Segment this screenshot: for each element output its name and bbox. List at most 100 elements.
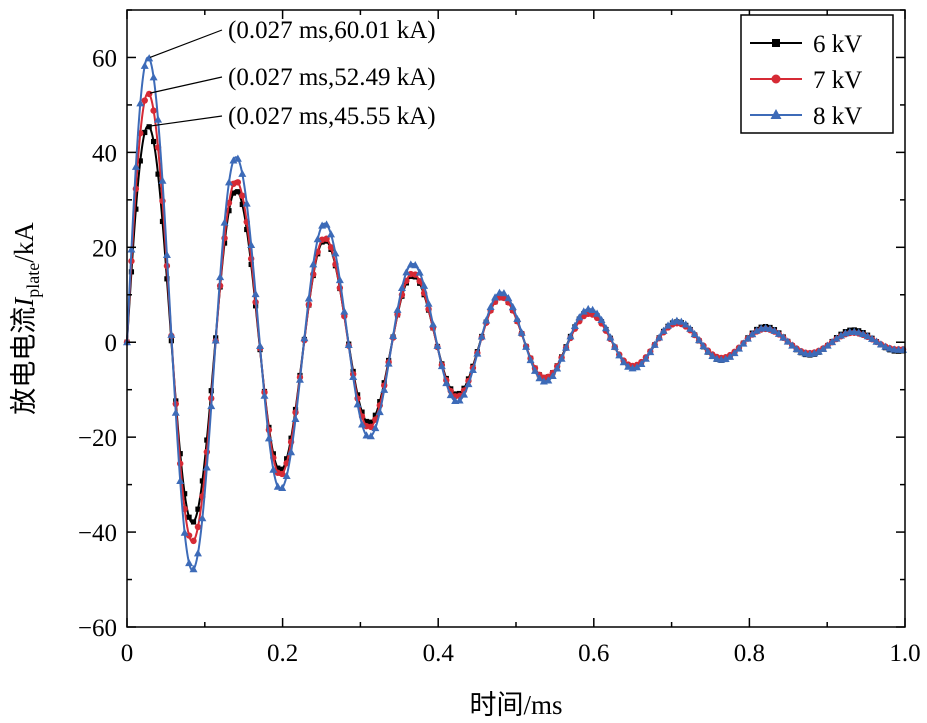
- data-point: [131, 162, 140, 170]
- data-point: [575, 313, 584, 321]
- data-point: [150, 107, 157, 114]
- legend-marker: [771, 74, 781, 84]
- data-point: [389, 331, 398, 340]
- data-point: [327, 244, 335, 251]
- data-point: [397, 283, 406, 291]
- legend-label: 6 kV: [813, 31, 862, 58]
- data-point: [199, 478, 205, 484]
- data-point: [375, 407, 384, 416]
- data-point: [770, 326, 779, 334]
- data-point: [814, 347, 823, 355]
- x-tick-label: 0: [121, 640, 134, 667]
- data-point: [256, 341, 265, 350]
- data-point: [477, 332, 486, 340]
- peak-annotation: (0.027 ms,60.01 kA): [149, 17, 436, 58]
- data-point: [748, 329, 757, 338]
- data-point: [504, 294, 513, 302]
- data-point: [190, 519, 197, 525]
- data-point: [300, 334, 309, 342]
- data-point: [677, 317, 686, 325]
- data-point: [526, 355, 535, 364]
- data-point: [593, 309, 602, 317]
- data-point: [349, 372, 358, 380]
- x-tick-label: 0.8: [734, 640, 765, 667]
- data-point: [287, 448, 296, 456]
- data-point: [553, 364, 562, 372]
- data-point: [275, 465, 281, 471]
- data-point: [774, 329, 783, 337]
- data-point: [610, 342, 619, 350]
- data-point: [597, 315, 606, 324]
- y-tick-label: 0: [105, 330, 118, 357]
- y-tick-label: 60: [92, 45, 117, 72]
- data-point: [353, 400, 362, 408]
- data-point: [190, 537, 197, 545]
- data-point: [664, 321, 673, 329]
- x-tick-label: 0.6: [578, 640, 609, 667]
- data-point: [881, 342, 890, 350]
- data-point: [446, 390, 455, 399]
- data-point: [650, 340, 659, 348]
- peak-annotation: (0.027 ms,52.49 kA): [149, 64, 436, 94]
- data-point: [193, 549, 202, 557]
- data-point: [233, 154, 242, 162]
- data-point: [517, 328, 526, 336]
- data-point: [659, 326, 668, 334]
- data-point: [508, 302, 517, 311]
- data-point: [140, 61, 149, 69]
- data-point: [313, 235, 322, 243]
- data-point: [412, 271, 419, 278]
- data-point: [372, 412, 378, 418]
- data-point: [133, 206, 139, 212]
- data-point: [766, 324, 775, 332]
- data-point: [415, 268, 424, 276]
- data-point: [155, 171, 161, 177]
- data-point: [854, 328, 863, 336]
- data-point: [402, 268, 411, 276]
- data-point: [154, 115, 163, 123]
- data-point: [295, 375, 304, 383]
- data-point: [863, 332, 872, 340]
- data-point: [273, 482, 282, 490]
- data-point: [366, 432, 375, 440]
- data-point: [367, 423, 375, 431]
- annotation-leader: [149, 29, 223, 58]
- data-point: [637, 359, 646, 367]
- data-point: [601, 324, 610, 332]
- data-point: [460, 390, 469, 398]
- data-point: [326, 230, 335, 238]
- data-point: [380, 385, 389, 393]
- data-point: [792, 344, 801, 353]
- data-point: [885, 344, 894, 352]
- y-axis-title: 放电电流Iplate/kA: [9, 222, 43, 415]
- data-point: [428, 320, 437, 328]
- data-point: [384, 359, 393, 367]
- data-point: [579, 307, 588, 315]
- data-point: [686, 324, 695, 332]
- data-point: [176, 476, 185, 484]
- legend-marker: [772, 39, 780, 47]
- data-point: [151, 138, 157, 145]
- data-point: [247, 240, 256, 249]
- data-point: [557, 354, 566, 362]
- data-point: [220, 218, 229, 226]
- data-point: [619, 358, 628, 366]
- y-tick-label: −20: [78, 425, 117, 452]
- legend: 6 kV 7 kV 8 kV: [740, 14, 894, 134]
- data-point: [681, 320, 690, 328]
- data-point: [872, 337, 881, 345]
- data-point: [149, 73, 158, 81]
- data-point: [234, 179, 242, 186]
- data-point: [264, 434, 273, 442]
- data-point: [278, 483, 287, 492]
- y-tick-label: −40: [78, 520, 117, 547]
- data-point: [251, 289, 260, 298]
- x-tick-label: 1.0: [889, 640, 920, 667]
- data-point: [127, 245, 136, 253]
- data-point: [588, 305, 597, 313]
- data-point: [530, 366, 539, 374]
- data-point: [204, 437, 210, 443]
- data-point: [455, 396, 464, 404]
- data-point: [712, 354, 721, 362]
